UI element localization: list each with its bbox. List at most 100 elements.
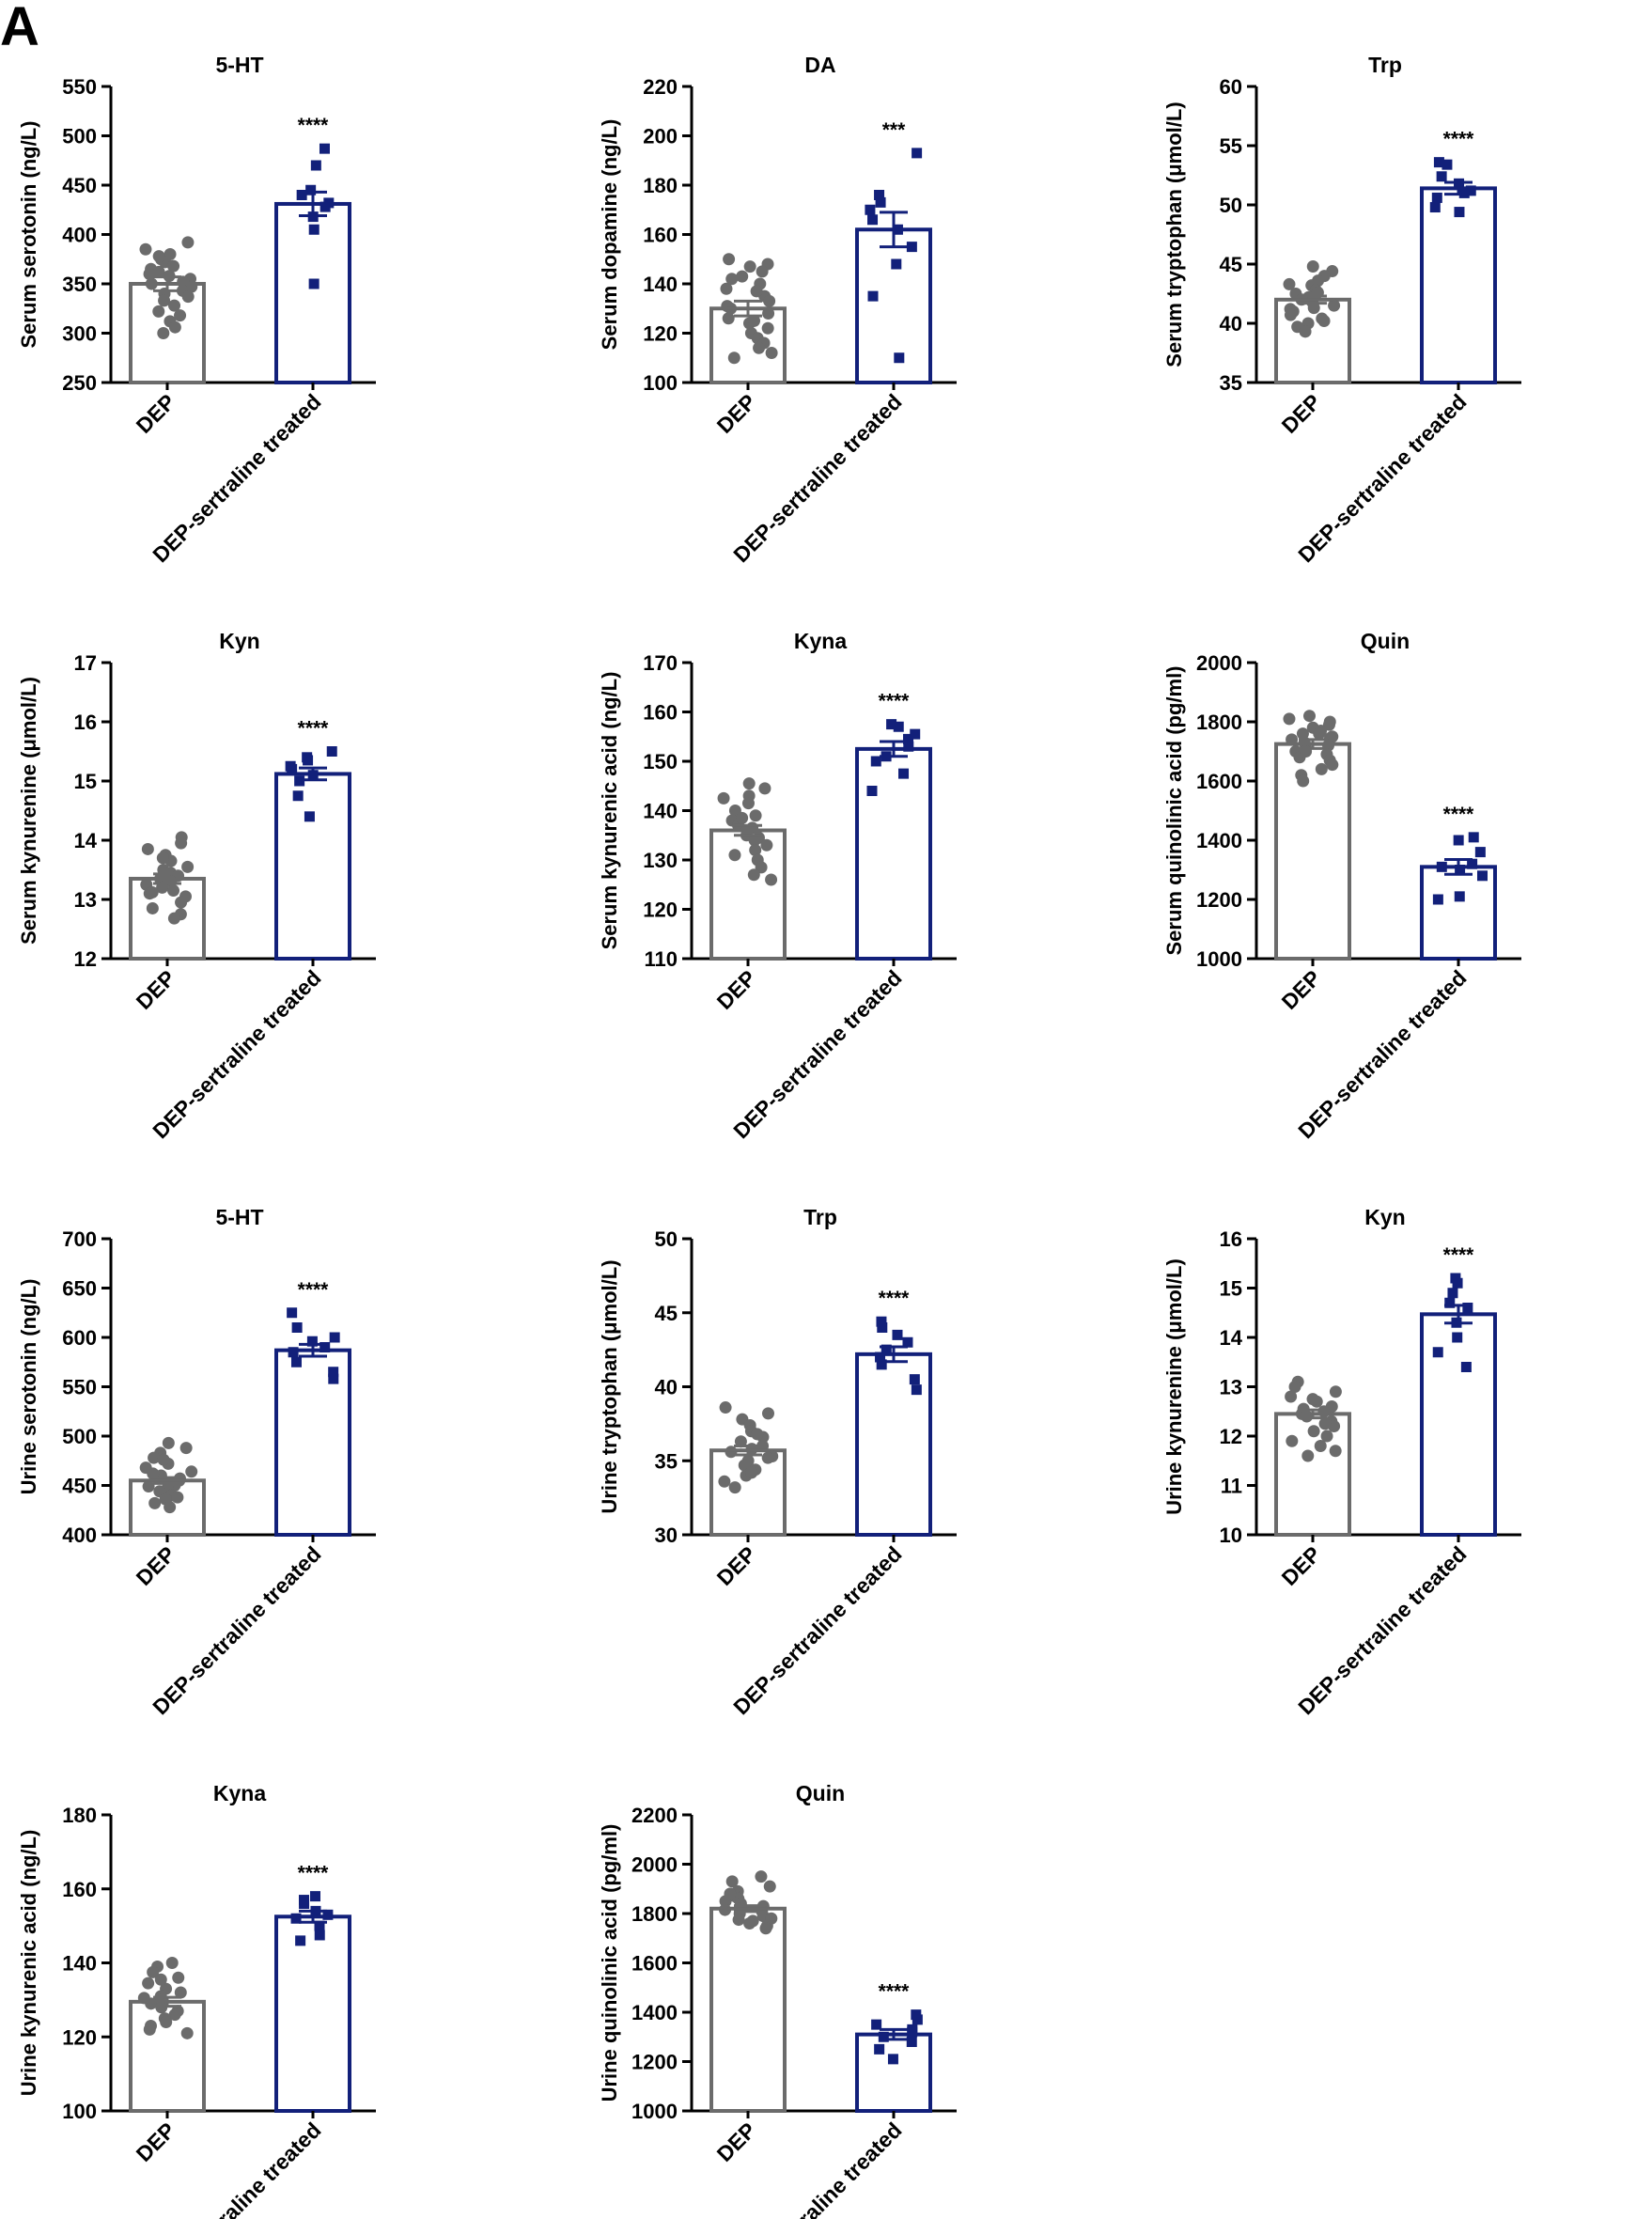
y-axis-label: Urine kynurenic acid (ng/L): [17, 1830, 40, 2097]
y-axis-label: Serum dopamine (ng/L): [598, 119, 621, 351]
y-tick-label: 30: [655, 1524, 678, 1547]
chart-panel: DA 100 120 140 160 180 200 220 Serum dopamine (n…: [598, 53, 957, 567]
data-point-treated: [903, 741, 914, 752]
data-point-dep: [728, 1481, 741, 1494]
y-tick-label: 50: [655, 1227, 678, 1251]
data-point-dep: [168, 2008, 181, 2022]
data-point-dep: [167, 299, 180, 312]
data-point-dep: [172, 1971, 185, 1984]
data-point-dep: [156, 852, 169, 865]
bar-treated: [274, 1914, 351, 2113]
bar-dep: [709, 1906, 787, 2113]
data-point-treated: [299, 1899, 310, 1909]
data-point-treated: [288, 1347, 299, 1358]
y-tick-label: 120: [643, 322, 678, 346]
data-point-dep: [146, 885, 159, 899]
bar-dep: [709, 828, 787, 961]
y-tick-label: 120: [643, 899, 678, 922]
data-point-dep: [181, 860, 195, 873]
data-point-treated: [1468, 832, 1479, 843]
data-point-dep: [736, 270, 749, 283]
panel-letter: A: [0, 0, 39, 57]
chart-panel: Quin 1000 1200 1400 1600 1800 2000 2200 Urine qu…: [598, 1781, 957, 2219]
data-point-treated: [314, 1930, 325, 1941]
data-point-dep: [748, 834, 761, 847]
y-tick-label: 500: [62, 1425, 97, 1448]
bar-treated: [1420, 186, 1497, 384]
data-point-treated: [304, 811, 315, 822]
data-point-dep: [167, 912, 180, 925]
data-point-dep: [763, 294, 776, 307]
data-point-dep: [745, 1466, 758, 1479]
x-tick-label: DEP-sertraline treated: [148, 389, 325, 567]
y-tick-label: 500: [62, 125, 97, 148]
y-axis-label: Urine kynurenine (μmol/L): [1162, 1258, 1186, 1515]
y-tick-label: 170: [643, 651, 678, 675]
data-point-treated: [1444, 1297, 1456, 1308]
data-point-treated: [1452, 1277, 1463, 1289]
data-point-treated: [319, 1342, 331, 1352]
data-point-dep: [181, 290, 195, 304]
y-tick-label: 250: [62, 371, 97, 395]
data-point-dep: [180, 2026, 194, 2039]
data-point-dep: [751, 1428, 764, 1441]
y-tick-label: 1200: [631, 2051, 678, 2074]
data-point-treated: [876, 1359, 887, 1370]
data-point-dep: [174, 1986, 187, 1999]
y-tick-label: 35: [1220, 371, 1242, 395]
data-point-dep: [725, 1875, 739, 1888]
data-point-treated: [329, 1332, 340, 1343]
x-tick-label: DEP: [712, 389, 761, 438]
data-point-dep: [753, 341, 766, 354]
data-point-dep: [1284, 308, 1297, 321]
data-point-dep: [1306, 260, 1319, 273]
data-point-dep: [1299, 325, 1312, 338]
data-point-treated: [1432, 894, 1443, 905]
data-point-dep: [139, 242, 152, 256]
chart-panel: 5-HT 400 450 500 550 600 650 700 Urine serotonin…: [17, 1205, 376, 1719]
chart-panel: Kyn 12 13 14 15 16 17 Serum kynurenine (μmol/L)…: [17, 629, 376, 1143]
data-point-dep: [743, 260, 756, 273]
y-tick-label: 15: [74, 770, 97, 793]
data-point-treated: [308, 224, 319, 235]
bar-treated: [1420, 1312, 1497, 1537]
chart-title: Trp: [803, 1205, 837, 1229]
data-point-dep: [763, 1880, 776, 1893]
data-point-dep: [142, 1480, 155, 1493]
data-point-treated: [886, 719, 897, 730]
data-point-treated: [894, 352, 905, 364]
y-tick-label: 160: [643, 701, 678, 725]
chart-panel: Kyn 10 11 12 13 14 15 16 Urine kynurenine (μmol/…: [1162, 1205, 1521, 1719]
y-tick-label: 140: [643, 273, 678, 296]
data-point-dep: [1318, 1417, 1332, 1430]
data-point-dep: [761, 1451, 774, 1464]
y-tick-label: 60: [1220, 75, 1242, 99]
data-point-dep: [157, 327, 170, 339]
x-tick-label: DEP-sertraline treated: [1293, 389, 1471, 567]
y-tick-label: 17: [74, 651, 97, 675]
y-tick-label: 700: [62, 1227, 97, 1251]
y-tick-label: 35: [655, 1449, 678, 1473]
data-point-treated: [881, 1344, 892, 1355]
y-tick-label: 150: [643, 750, 678, 774]
data-point-dep: [725, 273, 739, 286]
data-point-dep: [1286, 1434, 1299, 1447]
data-point-dep: [158, 294, 171, 307]
y-tick-label: 550: [62, 1376, 97, 1399]
data-point-treated: [296, 190, 307, 200]
x-tick-label: DEP-sertraline treated: [728, 389, 906, 567]
data-point-treated: [1436, 171, 1447, 182]
data-point-dep: [749, 809, 762, 822]
data-point-dep: [174, 309, 187, 322]
chart-panel: 5-HT 250 300 350 400 450 500 550 Serum serotonin…: [17, 53, 376, 567]
y-tick-label: 220: [643, 75, 678, 99]
chart-panel: Trp 35 40 45 50 55 60 Serum tryptophan (μmol/L)…: [1162, 53, 1521, 567]
x-tick-label: DEP: [1277, 965, 1326, 1014]
data-point-dep: [141, 842, 154, 855]
data-point-treated: [310, 160, 321, 171]
y-tick-label: 16: [1220, 1227, 1242, 1251]
data-point-treated: [867, 214, 879, 226]
data-point-dep: [1285, 1390, 1298, 1403]
y-tick-label: 100: [62, 2100, 97, 2123]
data-point-dep: [765, 347, 778, 359]
